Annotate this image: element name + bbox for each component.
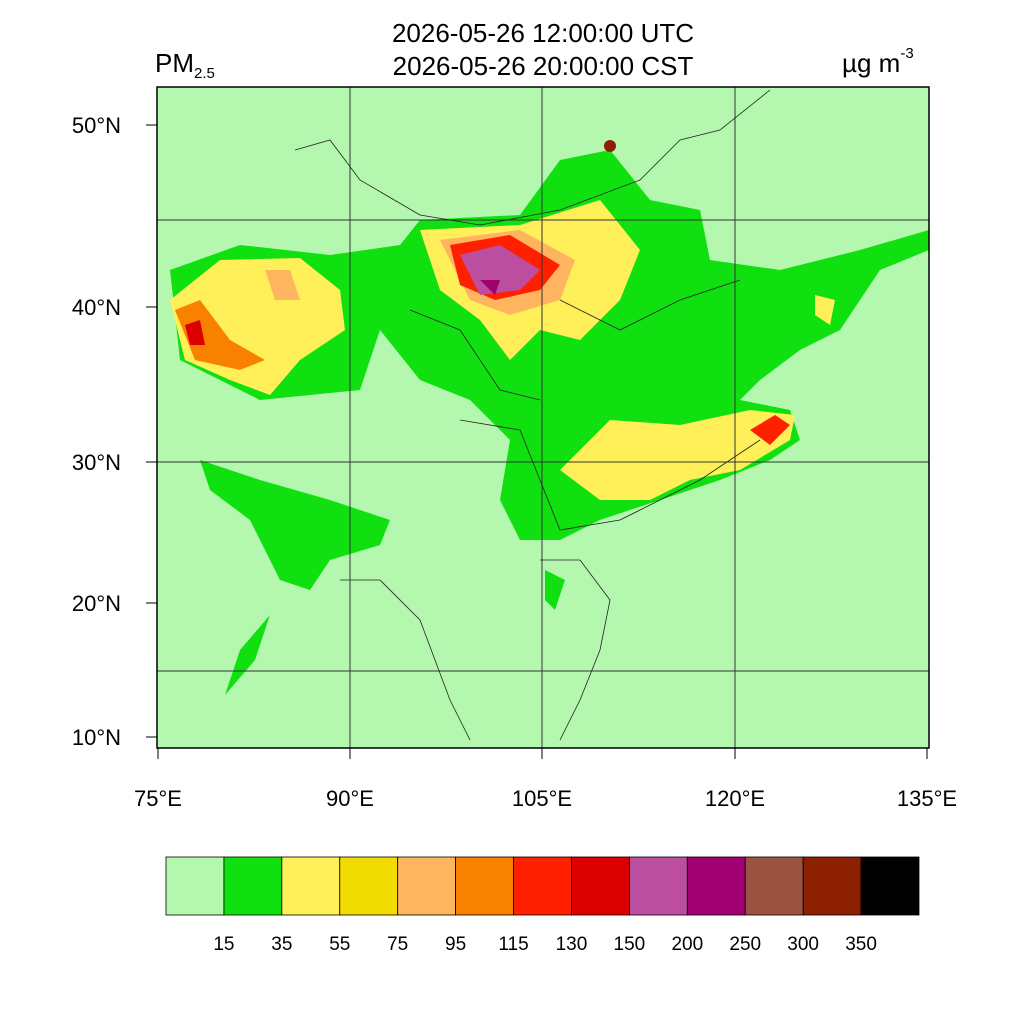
pm-region	[185, 320, 205, 345]
lon-label: 90°E	[326, 786, 374, 811]
lon-label: 135°E	[897, 786, 957, 811]
colorbar-label: 75	[387, 934, 408, 955]
title-line: 2026-05-26 12:00:00 UTC	[392, 18, 694, 48]
colorbar-box	[339, 856, 399, 916]
colorbar-box	[686, 856, 746, 916]
variable-subscript: 2.5	[194, 65, 215, 82]
colorbar-box	[397, 856, 457, 916]
lon-label: 105°E	[512, 786, 572, 811]
lon-label: 75°E	[134, 786, 182, 811]
colorbar-box	[513, 856, 572, 916]
colorbar-label: 300	[787, 934, 819, 955]
pm-region	[175, 300, 265, 370]
colorbar-label: 95	[445, 934, 466, 955]
lat-label: 50°N	[72, 113, 121, 138]
title-line: 2026-05-26 20:00:00 CST	[393, 51, 694, 81]
units: µg m	[842, 48, 900, 78]
lat-label: 30°N	[72, 450, 121, 475]
colorbar-box	[860, 856, 920, 916]
variable-label: PM2.5	[155, 48, 215, 82]
colorbar-label: 35	[271, 934, 292, 955]
pm-region	[225, 615, 270, 695]
colorbar-label: 200	[671, 934, 703, 955]
pm-region	[460, 245, 540, 295]
border-lines	[294, 89, 771, 741]
graticule	[157, 87, 929, 748]
colorbar-label: 130	[556, 934, 588, 955]
units-label: µg m-3	[842, 45, 914, 78]
colorbar-box	[744, 856, 804, 916]
map-frame	[156, 86, 930, 749]
colorbar-label: 15	[213, 934, 234, 955]
colorbar-box	[281, 856, 341, 916]
pm-region	[265, 270, 300, 300]
axes: 50°N 40°N 30°N 20°N 10°N 75°E 90°E 105°E 120°E 13…	[72, 113, 957, 811]
pm-hotspot	[604, 140, 616, 152]
pm-region	[560, 410, 795, 500]
colorbar-box	[223, 856, 283, 916]
colorbar-label: 150	[614, 934, 646, 955]
pm-region	[750, 415, 790, 445]
colorbar-box	[455, 856, 514, 916]
colorbar-label: 350	[845, 934, 877, 955]
lon-label: 120°E	[705, 786, 765, 811]
colorbar-box	[571, 856, 630, 916]
units-superscript: -3	[900, 45, 913, 62]
lat-label: 10°N	[72, 725, 121, 750]
pm-region	[200, 460, 390, 590]
colorbar-label: 115	[498, 934, 528, 955]
colorbar-box	[165, 856, 225, 916]
colorbar-label: 55	[329, 934, 350, 955]
colorbar-label: 250	[729, 934, 761, 955]
colorbar: 15 35 55 75 95 115 130 150 200 250 300 350	[165, 856, 920, 955]
pm-region	[480, 280, 500, 295]
colorbar-box	[628, 856, 688, 916]
lat-label: 40°N	[72, 295, 121, 320]
pm-region	[545, 570, 565, 610]
variable: PM	[155, 48, 194, 78]
colorbar-box	[802, 856, 862, 916]
pm-region	[815, 295, 835, 325]
lat-label: 20°N	[72, 591, 121, 616]
map-area	[156, 86, 930, 749]
